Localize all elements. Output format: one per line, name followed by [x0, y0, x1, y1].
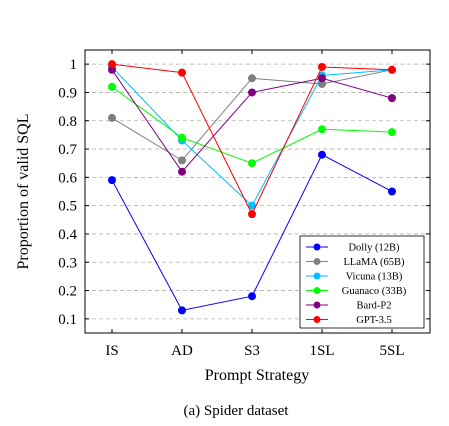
legend-swatch-marker — [313, 258, 321, 265]
legend-swatch-marker — [313, 243, 321, 251]
y-axis-label: Proportion of valid SQL — [15, 114, 32, 270]
data-point — [108, 65, 116, 74]
figure-caption: (a) Spider dataset — [184, 403, 290, 419]
series-line — [111, 69, 393, 173]
legend-items: Dolly (12B) LLaMA (65B) Vicuna (13B) Guanac… — [306, 243, 407, 326]
legend-swatch-marker — [313, 287, 321, 294]
data-point — [108, 176, 116, 185]
series-group — [108, 60, 396, 315]
y-tick-label: 0.5 — [58, 199, 77, 215]
data-point — [108, 82, 116, 91]
x-tick-label: IS — [105, 343, 118, 359]
axis-ticks: 0.1 0.2 0.3 0.4 0.5 0.6 0.7 0.8 0.9 1 IS AD S3 1SL 5SL — [58, 50, 430, 359]
legend-swatch-marker — [313, 301, 321, 309]
data-point — [388, 187, 396, 196]
series-gpt-3-5 — [108, 60, 396, 219]
data-point — [108, 60, 116, 69]
series-line — [111, 86, 393, 164]
x-tick-label: S3 — [244, 343, 260, 359]
legend-swatch-marker — [313, 272, 321, 280]
data-point — [248, 159, 256, 168]
legend-label: LLaMA (65B) — [344, 257, 405, 268]
data-point — [178, 68, 186, 77]
data-point — [248, 201, 256, 210]
legend-item: Vicuna (13B) — [306, 272, 403, 283]
y-tick-label: 0.1 — [58, 312, 77, 328]
y-tick-label: 0.6 — [58, 170, 77, 186]
legend-item: LLaMA (65B) — [306, 257, 405, 268]
legend-item: Dolly (12B) — [306, 243, 400, 254]
data-point — [318, 150, 326, 159]
x-tick-label: 1SL — [309, 343, 334, 359]
legend-label: Vicuna (13B) — [346, 272, 403, 283]
series-bard-p2 — [108, 65, 396, 176]
legend: Dolly (12B) LLaMA (65B) Vicuna (13B) Guanac… — [299, 235, 425, 329]
legend-label: Guanaco (33B) — [342, 286, 407, 297]
series-line — [111, 66, 393, 207]
data-point — [178, 306, 186, 315]
series-guanaco-33b — [108, 82, 396, 168]
plot-frame — [84, 49, 431, 334]
data-point — [388, 65, 396, 74]
y-tick-label: 0.3 — [58, 255, 77, 271]
x-tick-label: 5SL — [379, 343, 404, 359]
y-tick-label: 0.2 — [58, 284, 77, 300]
data-point — [178, 167, 186, 176]
data-point — [178, 133, 186, 142]
y-tick-label: 1 — [70, 57, 78, 73]
legend-item: Guanaco (33B) — [306, 286, 407, 297]
y-tick-label: 0.4 — [58, 227, 77, 243]
data-point — [108, 113, 116, 122]
x-tick-label: AD — [171, 343, 193, 359]
legend-label: Bard-P2 — [357, 301, 392, 312]
data-point — [318, 125, 326, 134]
x-axis-label: Prompt Strategy — [205, 367, 309, 384]
legend-box — [299, 235, 425, 329]
data-point — [248, 74, 256, 83]
legend-label: Dolly (12B) — [348, 243, 400, 254]
data-point — [388, 94, 396, 103]
series-line — [111, 69, 393, 162]
legend-swatch-marker — [313, 316, 321, 323]
y-tick-label: 0.9 — [58, 85, 77, 101]
data-point — [248, 292, 256, 301]
data-point — [318, 79, 326, 88]
data-point — [388, 128, 396, 137]
series-dolly-12b — [108, 150, 396, 315]
series-vicuna-13b — [108, 62, 396, 210]
y-tick-label: 0.8 — [58, 114, 77, 130]
legend-item: Bard-P2 — [306, 301, 392, 312]
data-point — [178, 156, 186, 165]
data-point — [248, 210, 256, 219]
data-point — [318, 74, 326, 83]
data-point — [318, 62, 326, 71]
legend-item: GPT-3.5 — [306, 315, 392, 326]
y-tick-label: 0.7 — [58, 142, 77, 158]
data-point — [248, 88, 256, 97]
legend-label: GPT-3.5 — [356, 315, 392, 326]
